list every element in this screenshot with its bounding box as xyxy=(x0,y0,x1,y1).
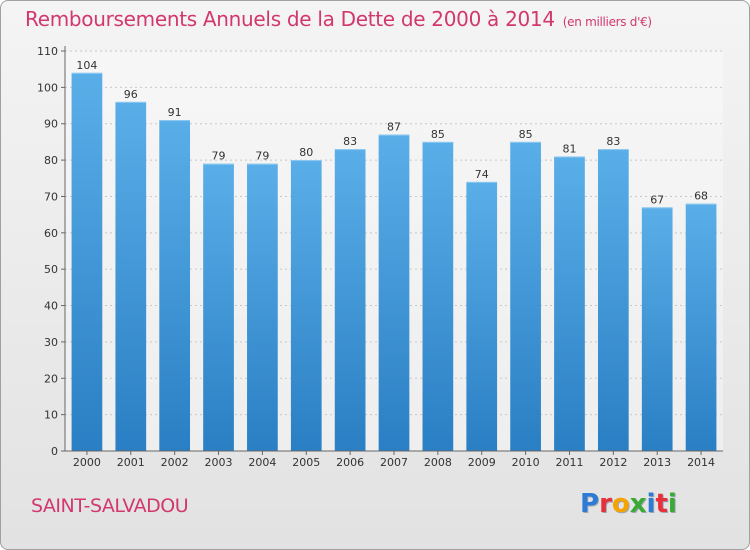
data-label: 79 xyxy=(255,150,269,163)
bar xyxy=(247,163,278,451)
logo-letter: r xyxy=(599,489,612,519)
data-label: 85 xyxy=(431,128,445,141)
y-tick-label: 110 xyxy=(37,45,58,58)
bar xyxy=(115,101,147,451)
data-label: 104 xyxy=(76,59,97,72)
y-tick-label: 60 xyxy=(44,227,58,240)
y-tick-label: 70 xyxy=(44,190,58,203)
x-tick-label: 2007 xyxy=(380,456,408,469)
y-tick-label: 80 xyxy=(44,154,58,167)
data-label: 85 xyxy=(519,128,533,141)
bar xyxy=(554,156,585,452)
y-tick-label: 50 xyxy=(44,263,58,276)
bar xyxy=(334,149,366,451)
x-tick-label: 2011 xyxy=(555,456,583,469)
y-tick-label: 90 xyxy=(44,118,58,131)
data-label: 79 xyxy=(212,150,226,163)
x-tick-label: 2010 xyxy=(512,456,540,469)
x-tick-label: 2003 xyxy=(205,456,233,469)
x-tick-label: 2004 xyxy=(248,456,276,469)
commune-name: SAINT-SALVADOU xyxy=(31,495,189,517)
data-label: 83 xyxy=(343,135,357,148)
data-label: 80 xyxy=(299,146,313,159)
x-tick-label: 2006 xyxy=(336,456,364,469)
x-tick-label: 2008 xyxy=(424,456,452,469)
bar-chart: 104 96 91 79 79 80 83 87 85 74 85 81 83 67 68 0 10 20 30 4… xyxy=(37,45,723,469)
logo-letter: P xyxy=(580,489,600,519)
bar xyxy=(685,203,717,451)
logo-letter: t xyxy=(655,489,668,519)
y-tick-label: 30 xyxy=(44,336,58,349)
data-label: 68 xyxy=(694,190,708,203)
logo-letter: i xyxy=(667,489,677,519)
y-tick-label: 40 xyxy=(44,300,58,313)
data-label: 83 xyxy=(606,135,620,148)
bar xyxy=(159,120,191,451)
bar xyxy=(510,141,541,451)
bar xyxy=(641,207,673,451)
axis-layer: 0 10 20 30 40 50 60 70 80 90 100 110 2000 2001 2002 200… xyxy=(37,45,723,469)
data-label: 91 xyxy=(168,106,182,119)
chart-subtitle: (en milliers d'€) xyxy=(562,15,652,29)
x-tick-label: 2013 xyxy=(643,456,671,469)
logo-letter: o xyxy=(611,489,630,519)
bar xyxy=(203,163,234,451)
data-label: 96 xyxy=(124,88,138,101)
chart-title: Remboursements Annuels de la Dette de 20… xyxy=(25,7,652,31)
x-tick-label: 2005 xyxy=(292,456,320,469)
bar xyxy=(422,141,454,451)
bar xyxy=(378,134,410,452)
y-tick-label: 10 xyxy=(44,409,58,422)
logo-letter: x xyxy=(629,489,647,519)
proxiti-logo: Proxiti xyxy=(580,489,677,519)
bar xyxy=(290,160,322,451)
y-tick-label: 100 xyxy=(37,81,58,94)
chart-title-text: Remboursements Annuels de la Dette de 20… xyxy=(25,7,555,31)
y-tick-label: 0 xyxy=(51,445,58,458)
bar-layer: 104 96 91 79 79 80 83 87 85 74 85 81 83 67 68 xyxy=(71,59,717,452)
x-tick-label: 2014 xyxy=(687,456,715,469)
bar xyxy=(71,72,103,452)
logo-letter: i xyxy=(646,489,656,519)
data-label: 81 xyxy=(562,142,576,155)
x-tick-label: 2012 xyxy=(599,456,627,469)
x-tick-label: 2009 xyxy=(468,456,496,469)
x-tick-label: 2000 xyxy=(73,456,101,469)
bar xyxy=(466,181,498,451)
bar xyxy=(597,149,629,451)
data-label: 67 xyxy=(650,193,664,206)
y-tick-label: 20 xyxy=(44,372,58,385)
data-label: 87 xyxy=(387,121,401,134)
data-label: 74 xyxy=(475,168,489,181)
x-tick-label: 2002 xyxy=(161,456,189,469)
x-tick-label: 2001 xyxy=(117,456,145,469)
